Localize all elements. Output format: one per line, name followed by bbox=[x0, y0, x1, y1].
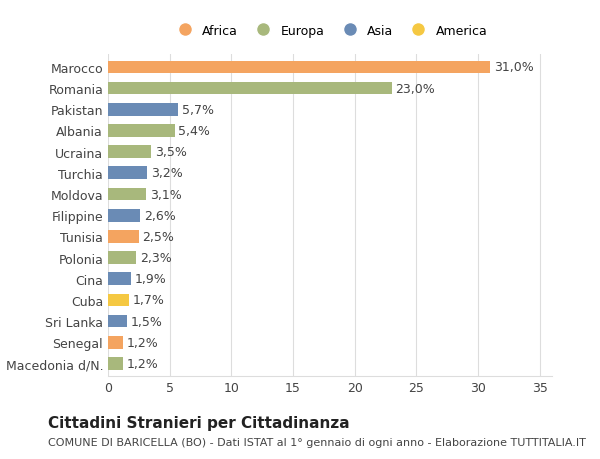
Bar bbox=[108, 294, 129, 307]
Bar bbox=[108, 252, 136, 264]
Text: COMUNE DI BARICELLA (BO) - Dati ISTAT al 1° gennaio di ogni anno - Elaborazione : COMUNE DI BARICELLA (BO) - Dati ISTAT al… bbox=[48, 437, 586, 447]
Bar bbox=[108, 358, 123, 370]
Text: 2,5%: 2,5% bbox=[143, 230, 175, 243]
Bar bbox=[108, 62, 490, 74]
Bar bbox=[108, 273, 131, 285]
Text: 31,0%: 31,0% bbox=[494, 62, 534, 74]
Text: 2,3%: 2,3% bbox=[140, 252, 172, 264]
Text: 3,1%: 3,1% bbox=[150, 188, 182, 201]
Text: 1,2%: 1,2% bbox=[127, 336, 158, 349]
Text: 5,4%: 5,4% bbox=[178, 125, 210, 138]
Legend: Africa, Europa, Asia, America: Africa, Europa, Asia, America bbox=[167, 20, 493, 43]
Bar bbox=[108, 104, 178, 117]
Bar bbox=[108, 188, 146, 201]
Bar bbox=[108, 209, 140, 222]
Bar bbox=[108, 146, 151, 159]
Text: 2,6%: 2,6% bbox=[144, 209, 176, 222]
Text: 3,2%: 3,2% bbox=[151, 167, 183, 180]
Text: 3,5%: 3,5% bbox=[155, 146, 187, 159]
Text: 1,9%: 1,9% bbox=[135, 273, 167, 285]
Text: Cittadini Stranieri per Cittadinanza: Cittadini Stranieri per Cittadinanza bbox=[48, 415, 350, 430]
Bar bbox=[108, 230, 139, 243]
Bar bbox=[108, 83, 392, 95]
Text: 1,2%: 1,2% bbox=[127, 357, 158, 370]
Bar bbox=[108, 315, 127, 328]
Text: 23,0%: 23,0% bbox=[395, 83, 435, 95]
Text: 5,7%: 5,7% bbox=[182, 104, 214, 117]
Text: 1,5%: 1,5% bbox=[130, 315, 162, 328]
Bar bbox=[108, 167, 148, 180]
Bar bbox=[108, 336, 123, 349]
Bar bbox=[108, 125, 175, 138]
Text: 1,7%: 1,7% bbox=[133, 294, 164, 307]
